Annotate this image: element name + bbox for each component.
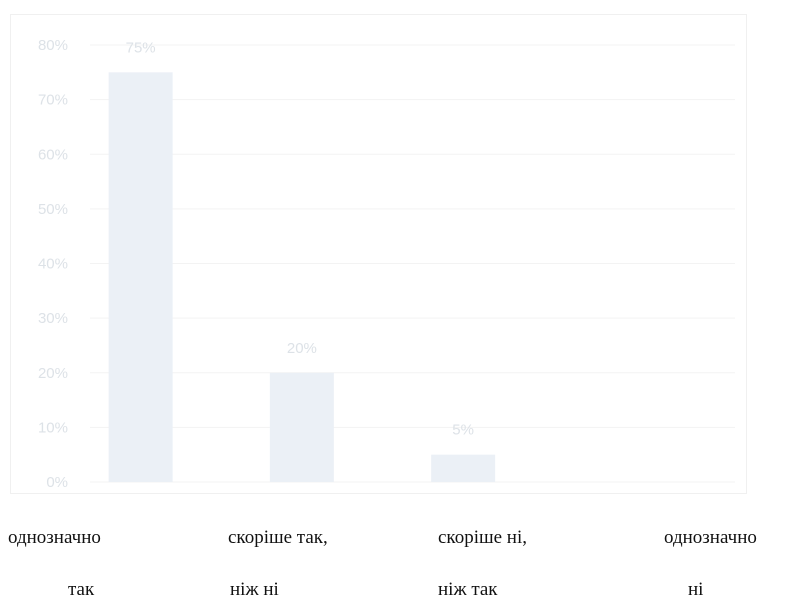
bar-data-label: 20% [287, 340, 317, 357]
x-category-label: однозначно [8, 527, 101, 548]
x-category-label: ні [688, 579, 704, 600]
chart-frame [10, 14, 747, 494]
bar [431, 454, 496, 482]
y-tick-label: 10% [38, 419, 68, 436]
x-category-label: ніж ні [230, 579, 279, 600]
bar [108, 72, 173, 482]
bar-data-label: 5% [452, 422, 474, 439]
x-category-label: однозначно [664, 527, 757, 548]
bar-data-label: 75% [126, 39, 156, 56]
y-tick-label: 40% [38, 256, 68, 273]
y-tick-label: 70% [38, 92, 68, 109]
x-category-label: ніж так [438, 579, 498, 600]
x-category-label: скоріше так, [228, 527, 328, 548]
bar [269, 372, 334, 482]
y-tick-label: 80% [38, 37, 68, 54]
y-tick-label: 30% [38, 310, 68, 327]
y-tick-label: 0% [46, 474, 68, 491]
y-tick-label: 50% [38, 201, 68, 218]
x-category-label: так [68, 579, 95, 600]
x-category-label: скоріше ні, [438, 527, 527, 548]
y-tick-label: 60% [38, 146, 68, 163]
bar-chart: 0% 10% 20% 30% 40% 50% 60% 70% 80% 75% 20% 5% [38, 37, 735, 491]
y-tick-label: 20% [38, 365, 68, 382]
